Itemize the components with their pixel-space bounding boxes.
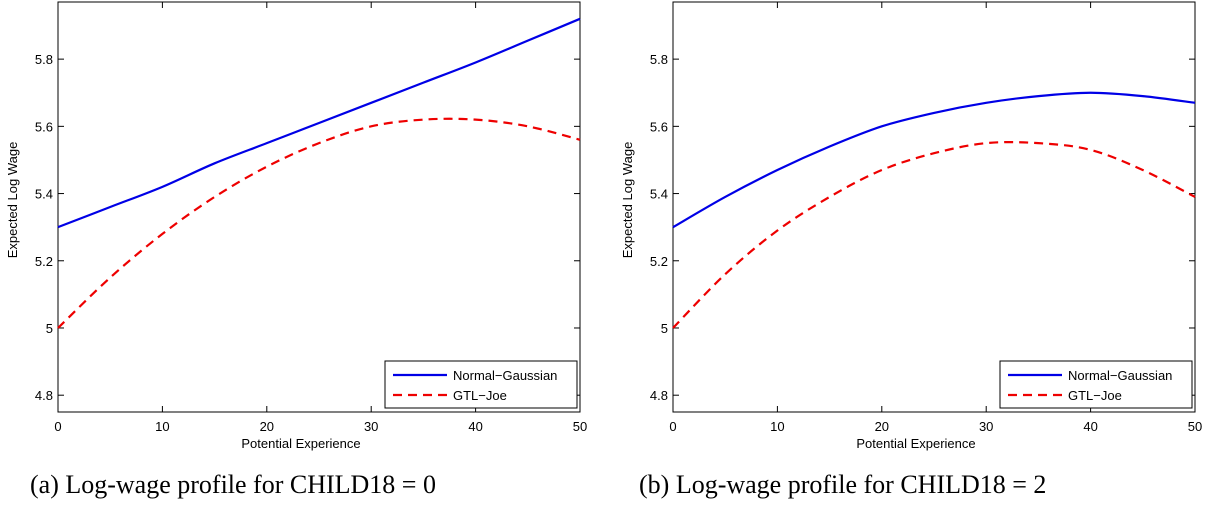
- legend-box-b: [999, 360, 1193, 409]
- chart-a: 0 10 20 30 40 50 4.8 5 5.2 5.4 5.6 5.8 Potential Exp…: [5, 1, 587, 451]
- legend-label-a-0: Normal−Gaussian: [453, 368, 557, 383]
- series-line-b-normal-gaussian: [672, 91, 1196, 229]
- x-tick-label-b-0: 0: [669, 419, 676, 434]
- y-tick-label-a-3: 5.4: [35, 187, 53, 202]
- y-tick-label-b-0: 4.8: [650, 388, 668, 403]
- y-axis-label-a: Expected Log Wage: [5, 142, 20, 259]
- x-axis-label-b: Potential Experience: [856, 436, 975, 451]
- y-tick-label-b-2: 5.2: [650, 254, 668, 269]
- y-tick-label-a-1: 5: [46, 321, 53, 336]
- x-tick-label-b-2: 20: [875, 419, 889, 434]
- x-tick-label-b-1: 10: [770, 419, 784, 434]
- x-tick-label-b-3: 30: [979, 419, 993, 434]
- x-tick-label-a-3: 30: [364, 419, 378, 434]
- caption-a: (a) Log-wage profile for CHILD18 = 0: [30, 470, 436, 499]
- plot-frame-a: [57, 1, 581, 413]
- x-tick-label-a-2: 20: [260, 419, 274, 434]
- caption-b: (b) Log-wage profile for CHILD18 = 2: [639, 470, 1047, 499]
- y-tick-label-a-0: 4.8: [35, 388, 53, 403]
- chart-panel-a: 0 10 20 30 40 50 4.8 5 5.2 5.4 5.6 5.8 Potential Exp…: [5, 1, 587, 499]
- chart-panel-b: 0 10 20 30 40 50 4.8 5 5.2 5.4 5.6 5.8 Potential Exp…: [615, 0, 1230, 521]
- series-line-a-gtl-joe: [57, 117, 581, 329]
- x-tick-label-a-5: 50: [573, 419, 587, 434]
- series-line-b-gtl-joe: [672, 141, 1196, 329]
- legend-label-b-0: Normal−Gaussian: [1068, 368, 1172, 383]
- x-tick-label-b-4: 40: [1083, 419, 1097, 434]
- y-tick-label-b-5: 5.8: [650, 52, 668, 67]
- chart-b: 0 10 20 30 40 50 4.8 5 5.2 5.4 5.6 5.8 Potential Exp…: [620, 1, 1202, 451]
- y-tick-label-b-3: 5.4: [650, 187, 668, 202]
- y-tick-label-b-1: 5: [661, 321, 668, 336]
- y-tick-label-a-5: 5.8: [35, 52, 53, 67]
- legend-label-b-1: GTL−Joe: [1068, 388, 1122, 403]
- legend-label-a-1: GTL−Joe: [453, 388, 507, 403]
- x-tick-label-a-4: 40: [468, 419, 482, 434]
- x-tick-label-b-5: 50: [1188, 419, 1202, 434]
- legend-b: Normal−Gaussian GTL−Joe: [999, 360, 1193, 409]
- x-tick-label-a-1: 10: [155, 419, 169, 434]
- y-tick-label-a-2: 5.2: [35, 254, 53, 269]
- x-tick-label-a-0: 0: [54, 419, 61, 434]
- series-line-a-normal-gaussian: [57, 17, 581, 229]
- y-tick-label-a-4: 5.6: [35, 119, 53, 134]
- plot-frame-b: [672, 1, 1196, 413]
- y-tick-label-b-4: 5.6: [650, 119, 668, 134]
- x-axis-label-a: Potential Experience: [241, 436, 360, 451]
- y-axis-label-b: Expected Log Wage: [620, 142, 635, 259]
- legend-box-a: [384, 360, 578, 409]
- legend-a: Normal−Gaussian GTL−Joe: [384, 360, 578, 409]
